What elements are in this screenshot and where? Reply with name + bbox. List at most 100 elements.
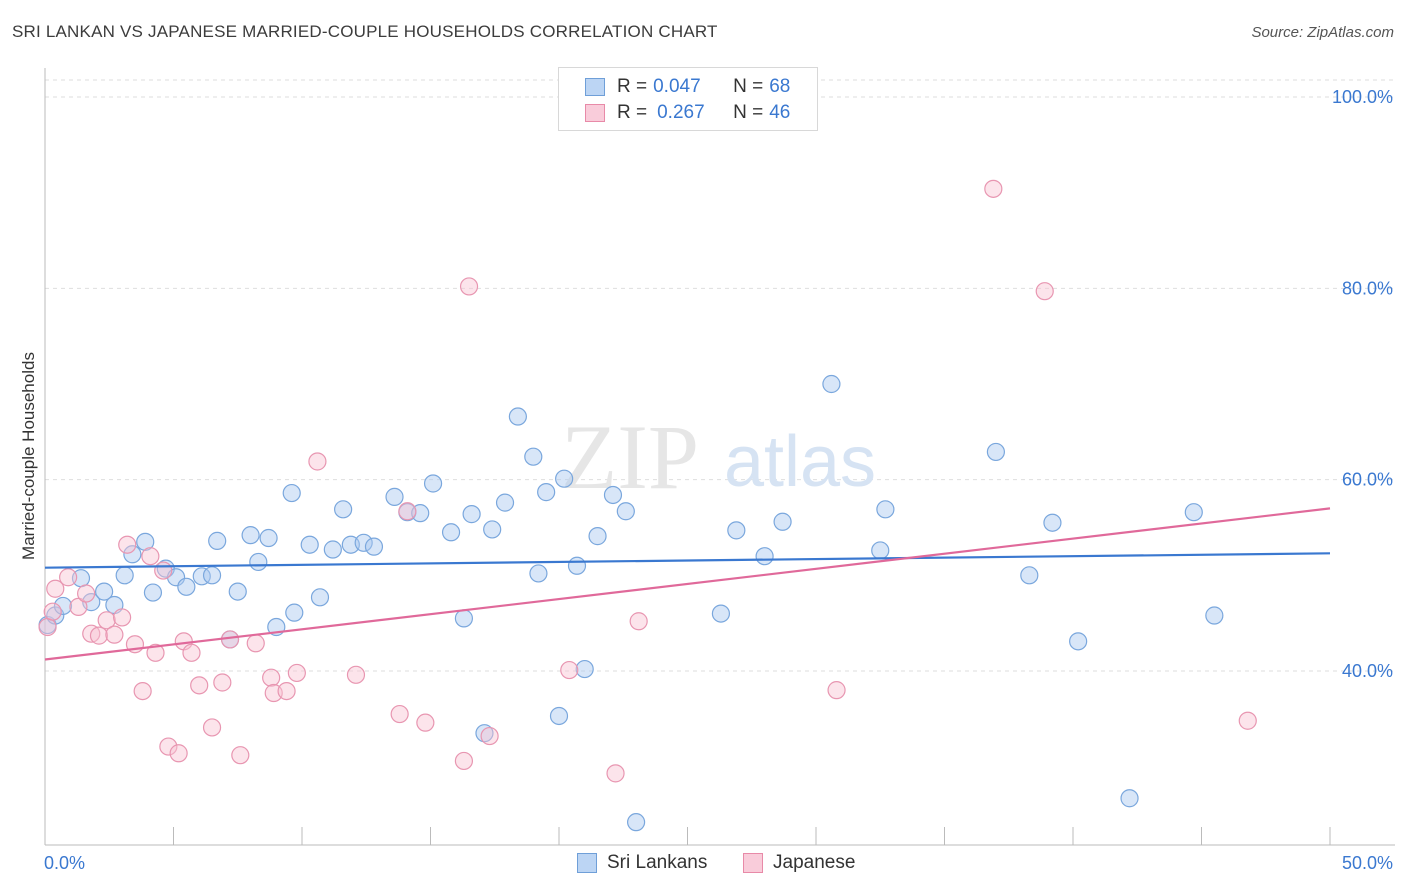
sri-lankans-point <box>115 566 134 585</box>
sri-lankans-point <box>986 442 1006 462</box>
japanese-trend-line <box>44 507 1331 661</box>
japanese-point <box>59 568 78 587</box>
japanese-point <box>1035 282 1054 301</box>
legend-swatch-japanese <box>743 853 763 873</box>
sri-lankans-point <box>1043 513 1062 532</box>
tick-labels: 40.0% 60.0% 80.0% 100.0% 0.0% 50.0% <box>44 87 1393 873</box>
chart-title: SRI LANKAN VS JAPANESE MARRIED-COUPLE HO… <box>12 22 718 41</box>
sri-lankans-point <box>822 374 841 394</box>
sri-lankans-trend-line <box>44 552 1331 569</box>
sri-lankans-point <box>871 541 890 560</box>
japanese-point <box>213 673 232 692</box>
sri-lankans-point <box>475 724 494 743</box>
sri-lankans-point <box>385 487 404 506</box>
sri-lankans-point <box>143 583 163 602</box>
sri-lankans-point <box>364 537 384 556</box>
japanese-point <box>308 452 327 471</box>
grid-lines <box>45 79 1395 672</box>
y-axis-label: Married-couple Households <box>19 352 38 560</box>
sri-lankans-point <box>1020 566 1039 585</box>
sri-lankans-point <box>282 483 301 503</box>
japanese-point <box>416 713 435 732</box>
japanese-point <box>89 626 109 645</box>
sri-lankans-point <box>323 540 342 559</box>
japanese-point <box>133 681 152 701</box>
japanese-point <box>141 547 160 566</box>
sri-lankans-point <box>529 564 548 583</box>
japanese-point <box>146 643 165 662</box>
japanese-point <box>287 663 306 683</box>
sri-lankans-point <box>626 813 646 832</box>
watermark-atlas: atlas <box>724 422 876 502</box>
sri-lankans-point <box>495 493 515 512</box>
sri-lankans-point <box>285 603 304 622</box>
correlation-legend: R = 0.047 N = 68 R = 0.267 N = 46 <box>558 67 818 131</box>
legend-r-label: R = <box>617 102 648 123</box>
japanese-point <box>398 502 417 521</box>
japanese-point <box>606 764 625 783</box>
legend-label-sri-lankans: Sri Lankans <box>607 852 708 873</box>
sri-lankans-point <box>441 523 461 542</box>
japanese-point <box>629 612 648 631</box>
legend-item-japanese: Japanese <box>743 852 855 874</box>
japanese-point <box>38 617 57 637</box>
japanese-point <box>560 660 579 680</box>
sri-lankans-point <box>334 500 353 519</box>
japanese-point <box>246 634 265 653</box>
sri-lankans-point <box>123 545 142 564</box>
japanese-point <box>118 535 137 554</box>
sri-lankans-point <box>208 531 227 550</box>
legend-r-label: R = <box>617 76 648 97</box>
legend-n-label: N = <box>733 76 764 97</box>
x-tick-label: 0.0% <box>44 853 85 873</box>
trend-lines <box>44 507 1331 661</box>
sri-lankans-point <box>1205 606 1224 625</box>
japanese-point <box>169 744 188 763</box>
sri-lankans-point <box>241 526 260 545</box>
legend-label-japanese: Japanese <box>773 852 856 873</box>
sri-lankans-point <box>136 532 155 551</box>
japanese-point <box>105 625 124 644</box>
legend-swatch-japanese <box>585 104 605 122</box>
sri-lankans-point <box>53 596 73 616</box>
japanese-point <box>159 737 178 756</box>
legend-swatch-sri-lankans <box>577 853 597 873</box>
sri-lankans-point <box>876 500 895 519</box>
sri-lankans-point <box>575 659 594 679</box>
japanese-point <box>97 611 116 630</box>
sri-lankans-point <box>228 582 247 601</box>
sri-lankans-point <box>588 527 607 546</box>
sri-lankans-point <box>711 604 731 623</box>
japanese-point <box>827 681 846 700</box>
source-text: Source: ZipAtlas.com <box>1251 24 1394 41</box>
sri-lankans-point <box>202 566 222 585</box>
series-legend: Sri Lankans Japanese <box>0 852 1406 878</box>
sri-lankans-point <box>259 528 278 548</box>
y-tick-label: 100.0% <box>1332 87 1393 107</box>
sri-lankans-point <box>1120 789 1139 808</box>
sri-lankans-point <box>300 535 319 554</box>
japanese-point <box>277 681 296 701</box>
sri-lankans-point <box>177 577 196 596</box>
sri-lankans-point <box>773 512 792 531</box>
japanese-point <box>69 597 88 617</box>
sri-lankans-point <box>249 552 268 572</box>
japanese-point <box>1238 711 1257 730</box>
legend-r-value: 0.267 <box>657 102 705 123</box>
legend-n-label: N = <box>733 102 764 123</box>
sri-lankans-point <box>549 706 569 726</box>
japanese-point <box>231 746 250 765</box>
y-tick-label: 80.0% <box>1342 278 1393 298</box>
sri-lankans-point <box>524 447 543 466</box>
sri-lankans-point <box>567 556 587 575</box>
sri-lankans-point <box>537 483 556 502</box>
japanese-point <box>46 579 65 598</box>
y-tick-label: 40.0% <box>1342 661 1393 681</box>
japanese-point <box>459 277 479 296</box>
sri-lankans-point <box>310 588 330 607</box>
japanese-point <box>43 602 62 621</box>
sri-lankans-point <box>603 485 623 505</box>
japanese-point <box>182 643 201 662</box>
legend-n-value: 68 <box>769 76 791 97</box>
